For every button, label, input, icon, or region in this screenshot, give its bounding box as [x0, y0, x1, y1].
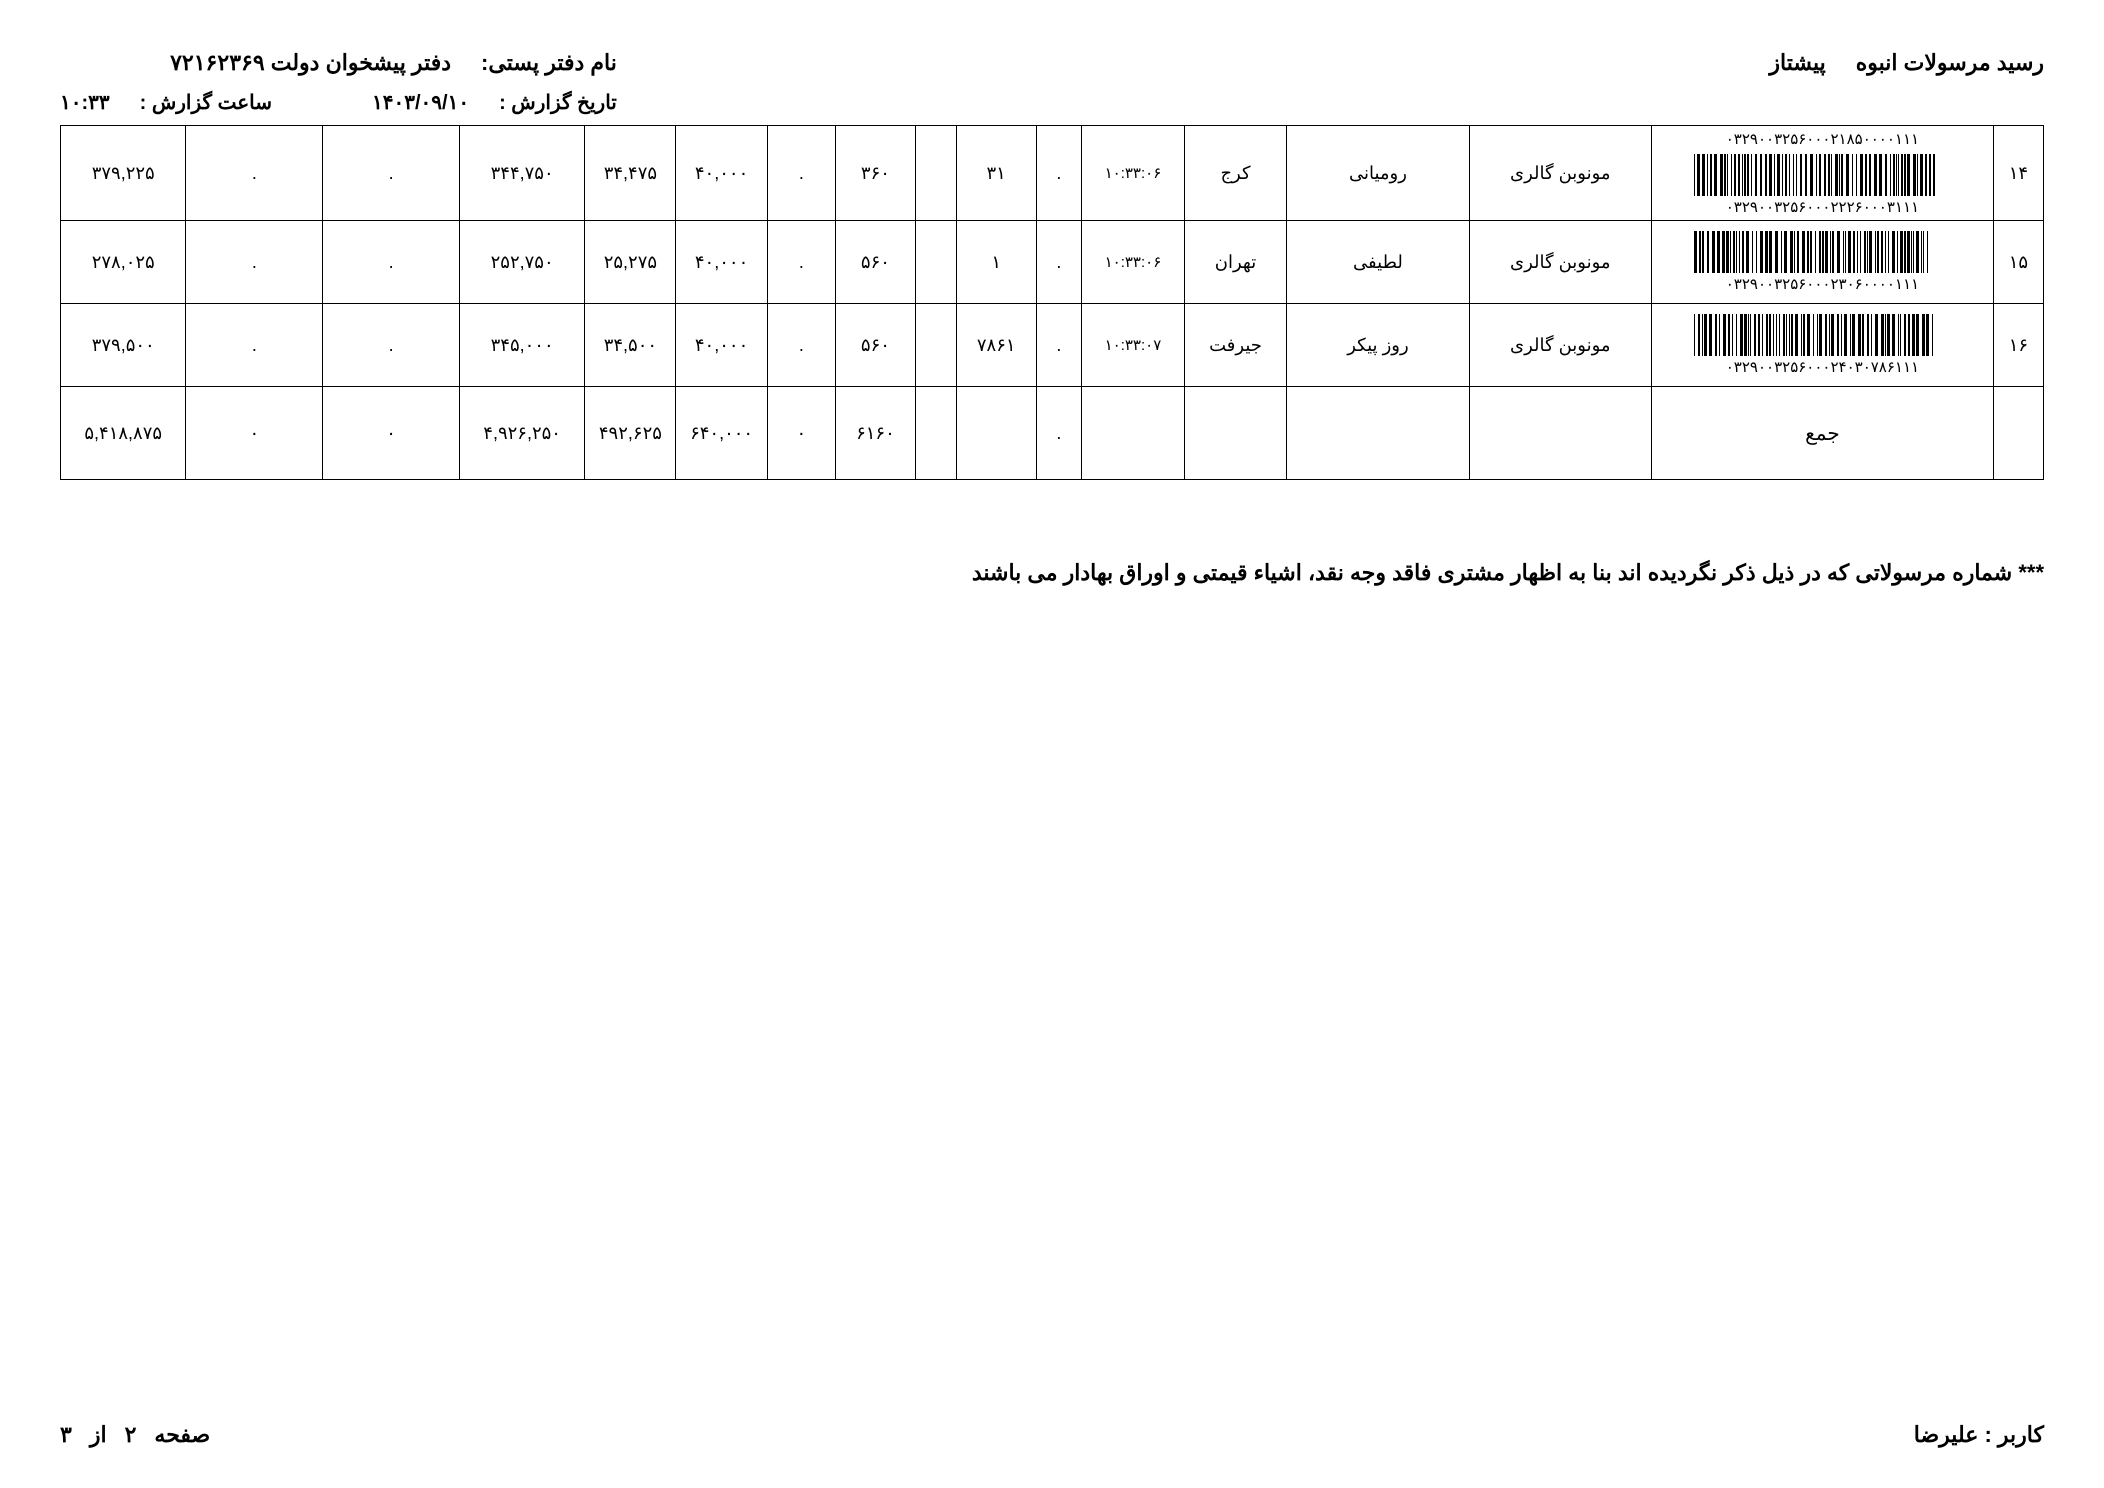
- row-total: ۲۷۸,۰۲۵: [61, 221, 186, 304]
- row-index: ۱۴: [1993, 126, 2043, 221]
- office-line: نام دفتر پستی: دفتر پیشخوان دولت ۷۲۱۶۲۳۶…: [60, 50, 617, 76]
- receipt-title: رسید مرسولات انبوه پیشتاز: [1769, 50, 2044, 76]
- pager: صفحه ۲ از ۳: [60, 1422, 210, 1448]
- report-header: رسید مرسولات انبوه پیشتاز نام دفتر پستی:…: [60, 50, 2044, 115]
- user-line: کاربر : علیرضا: [1914, 1422, 2044, 1448]
- receipt-label: رسید مرسولات انبوه: [1856, 50, 2044, 76]
- barcode-number-prev: ۰۳۲۹۰۰۳۲۵۶۰۰۰۲۱۸۵۰۰۰۰۱۱۱: [1726, 130, 1919, 148]
- barcode-number: ۰۳۲۹۰۰۳۲۵۶۰۰۰۲۳۰۶۰۰۰۰۱۱۱: [1726, 275, 1919, 293]
- office-label: نام دفتر پستی:: [481, 50, 617, 76]
- report-time-value: ۱۰:۳۳: [60, 90, 110, 115]
- report-meta: تاریخ گزارش : ۱۴۰۳/۰۹/۱۰ ساعت گزارش : ۱۰…: [60, 90, 617, 115]
- page-footer: کاربر : علیرضا صفحه ۲ از ۳: [60, 1422, 2044, 1448]
- time: ۱۰:۳۳:۰۶: [1082, 221, 1185, 304]
- city: تهران: [1184, 221, 1287, 304]
- disclaimer-note: *** شماره مرسولاتی که در ذیل ذکر نگردیده…: [60, 560, 2044, 586]
- table-sum-row: جمع . ۶۱۶۰ ۰ ۶۴۰,۰۰۰ ۴۹۲,۶۲۵ ۴,۹۲۶,۲۵۰ ۰…: [61, 387, 2044, 480]
- user-label: کاربر :: [1984, 1422, 2044, 1447]
- table-row: ۱۴ ۰۳۲۹۰۰۳۲۵۶۰۰۰۲۱۸۵۰۰۰۰۱۱۱ ۰۳۲۹۰۰۳۲۵۶۰۰…: [61, 126, 2044, 221]
- page-label: صفحه: [154, 1422, 210, 1448]
- barcode: ۰۳۲۹۰۰۳۲۵۶۰۰۰۲۱۸۵۰۰۰۰۱۱۱ ۰۳۲۹۰۰۳۲۵۶۰۰۰۲۲…: [1658, 130, 1987, 216]
- report-date-label: تاریخ گزارش :: [499, 90, 617, 115]
- row-total: ۳۷۹,۵۰۰: [61, 304, 186, 387]
- shipments-table: ۱۴ ۰۳۲۹۰۰۳۲۵۶۰۰۰۲۱۸۵۰۰۰۰۱۱۱ ۰۳۲۹۰۰۳۲۵۶۰۰…: [60, 125, 2044, 480]
- page-current: ۲: [125, 1422, 137, 1448]
- report-date-value: ۱۴۰۳/۰۹/۱۰: [372, 90, 469, 115]
- table-row: ۱۶ ۰۳۲۹۰۰۳۲۵۶۰۰۰۲۴۰۳۰۷۸۶۱۱۱ مونوبن گالری…: [61, 304, 2044, 387]
- barcode: ۰۳۲۹۰۰۳۲۵۶۰۰۰۲۳۰۶۰۰۰۰۱۱۱: [1658, 231, 1987, 293]
- barcode-number: ۰۳۲۹۰۰۳۲۵۶۰۰۰۲۴۰۳۰۷۸۶۱۱۱: [1726, 358, 1919, 376]
- page-total: ۳: [60, 1422, 72, 1448]
- sum-label: جمع: [1651, 387, 1993, 480]
- time: ۱۰:۳۳:۰۶: [1082, 126, 1185, 221]
- barcode: ۰۳۲۹۰۰۳۲۵۶۰۰۰۲۴۰۳۰۷۸۶۱۱۱: [1658, 314, 1987, 376]
- receipt-type: پیشتاز: [1769, 50, 1825, 76]
- row-total: ۳۷۹,۲۲۵: [61, 126, 186, 221]
- sender-name: مونوبن گالری: [1469, 126, 1651, 221]
- sender-name: مونوبن گالری: [1469, 221, 1651, 304]
- row-index: ۱۵: [1993, 221, 2043, 304]
- row-index: ۱۶: [1993, 304, 2043, 387]
- city: جیرفت: [1184, 304, 1287, 387]
- grand-total: ۵,۴۱۸,۸۷۵: [61, 387, 186, 480]
- office-value: دفتر پیشخوان دولت ۷۲۱۶۲۳۶۹: [170, 50, 451, 76]
- report-time-label: ساعت گزارش :: [140, 90, 272, 115]
- time: ۱۰:۳۳:۰۷: [1082, 304, 1185, 387]
- sender-name: مونوبن گالری: [1469, 304, 1651, 387]
- user-value: علیرضا: [1914, 1422, 1979, 1447]
- receiver-name: لطیفی: [1287, 221, 1469, 304]
- barcode-number: ۰۳۲۹۰۰۳۲۵۶۰۰۰۲۲۲۶۰۰۰۳۱۱۱: [1726, 198, 1919, 216]
- receiver-name: رومیانی: [1287, 126, 1469, 221]
- receiver-name: روز پیکر: [1287, 304, 1469, 387]
- city: کرج: [1184, 126, 1287, 221]
- page-sep: از: [90, 1422, 107, 1448]
- table-row: ۱۵ ۰۳۲۹۰۰۳۲۵۶۰۰۰۲۳۰۶۰۰۰۰۱۱۱ مونوبن گالری…: [61, 221, 2044, 304]
